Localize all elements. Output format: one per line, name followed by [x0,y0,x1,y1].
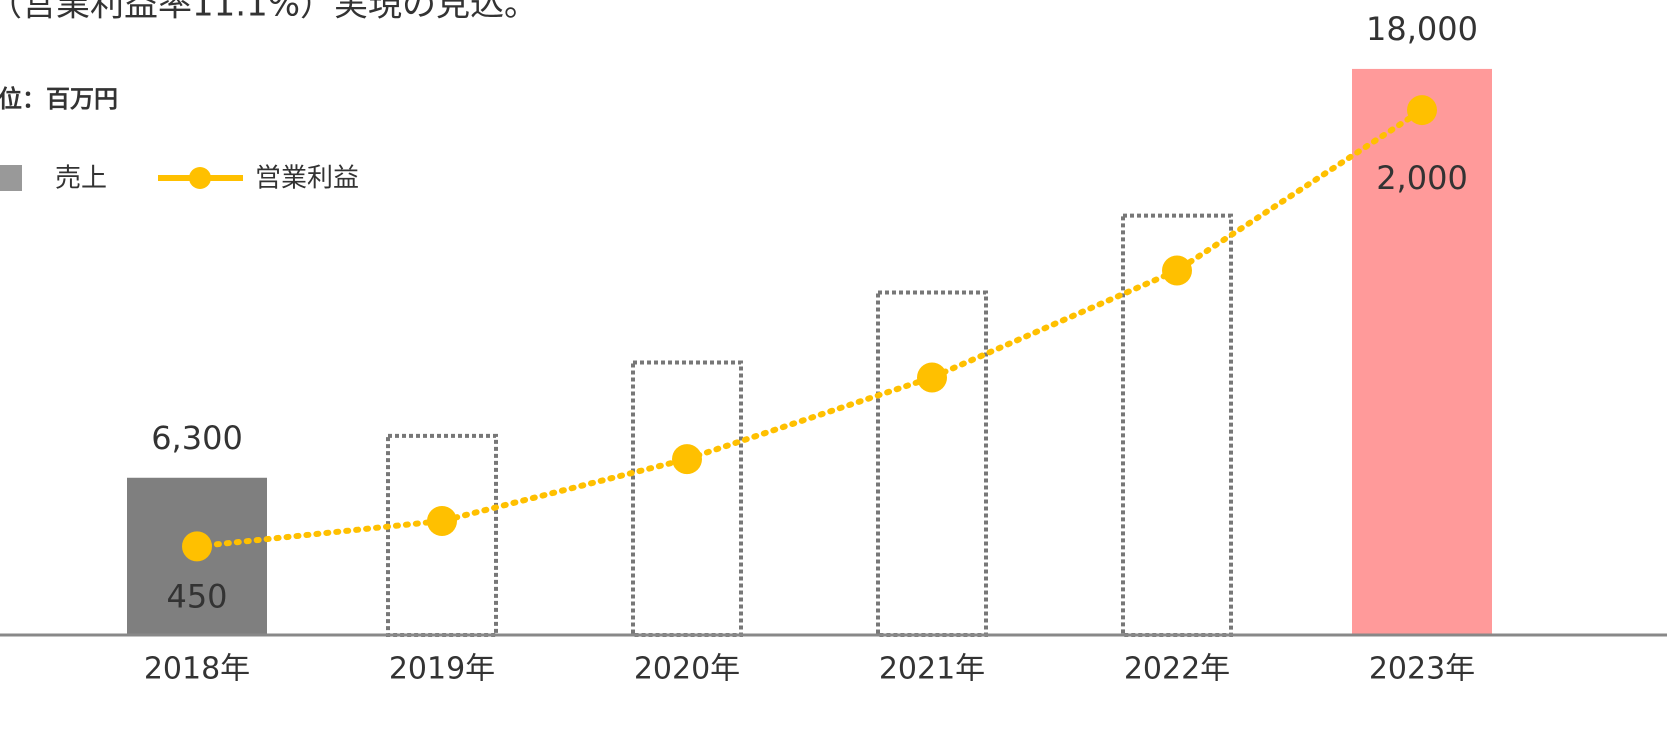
legend-marker [189,167,211,189]
x-tick-label: 2023年 [1369,652,1475,687]
chart-title: （営業利益率11.1%）実現の見込。 [0,0,538,25]
x-tick-label: 2019年 [389,652,495,687]
profit-marker [917,362,947,393]
x-tick-label: 2021年 [879,652,985,687]
line-value-label: 450 [166,577,227,615]
bar-outline [631,360,743,637]
x-tick-label: 2018年 [144,652,250,687]
profit-marker [427,506,457,537]
bar-value-label: 6,300 [151,419,243,457]
x-tick-label: 2022年 [1124,652,1230,687]
bar [1352,68,1492,635]
x-tick-label: 2020年 [634,652,740,687]
legend-label: 売上 [55,164,107,194]
profit-marker [182,531,212,562]
bar-value-label: 18,000 [1366,10,1478,48]
line-value-label: 2,000 [1376,159,1468,197]
legend-label: 営業利益 [255,164,359,194]
unit-label: 単位：百万円 [0,85,118,113]
profit-line [194,107,1425,550]
profit-marker [672,444,702,475]
bar-outline [386,433,498,637]
profit-marker [1162,255,1192,286]
bar-outline [876,290,988,637]
legend-swatch [0,165,22,191]
profit-marker [1407,95,1437,126]
